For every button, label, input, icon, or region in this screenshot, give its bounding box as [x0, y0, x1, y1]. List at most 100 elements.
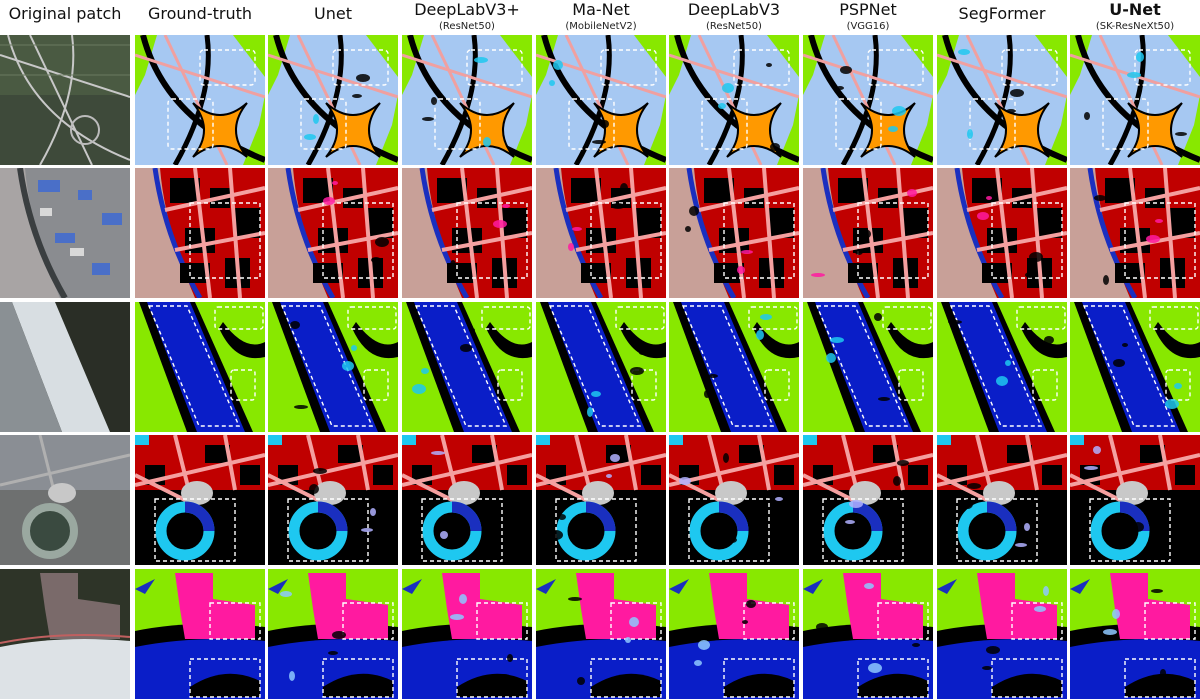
image-cell — [135, 35, 265, 165]
prediction-noise — [474, 57, 488, 63]
image-cell — [402, 168, 532, 298]
prediction-noise — [1005, 360, 1011, 366]
prediction-noise — [1151, 589, 1163, 593]
prediction-noise — [1084, 466, 1098, 470]
image-cell — [268, 568, 398, 700]
prediction-noise — [332, 631, 346, 639]
prediction-noise — [371, 257, 381, 263]
prediction-noise — [440, 531, 448, 539]
prediction-noise — [756, 330, 764, 340]
segmentation-map — [268, 302, 398, 432]
prediction-noise — [1160, 669, 1166, 677]
prediction-noise — [309, 484, 319, 494]
prediction-noise — [289, 671, 295, 681]
prediction-noise — [591, 391, 601, 397]
prediction-noise — [507, 654, 513, 662]
image-cell — [536, 435, 666, 565]
prediction-noise — [313, 468, 327, 474]
prediction-noise — [1015, 543, 1027, 547]
prediction-noise — [1034, 606, 1046, 612]
original-image — [0, 302, 130, 432]
prediction-noise — [483, 137, 491, 147]
image-cell — [268, 35, 398, 165]
image-cell — [1070, 35, 1200, 165]
prediction-noise — [897, 460, 909, 466]
segmentation-map — [402, 302, 532, 432]
prediction-noise — [958, 49, 970, 55]
segmentation-map — [402, 435, 532, 565]
image-cell — [402, 302, 532, 432]
prediction-noise — [1165, 399, 1179, 409]
prediction-noise — [811, 273, 825, 277]
prediction-noise — [1043, 586, 1049, 596]
original-image — [0, 435, 130, 565]
prediction-noise — [855, 249, 863, 255]
prediction-noise — [431, 97, 437, 105]
original-image — [0, 35, 130, 165]
prediction-noise — [1122, 343, 1128, 347]
column-subtitle: (MobileNetV2) — [565, 21, 636, 32]
segmentation-map — [937, 435, 1067, 565]
prediction-noise — [948, 320, 962, 324]
prediction-noise — [766, 63, 772, 67]
prediction-noise — [685, 226, 691, 232]
prediction-noise — [568, 243, 574, 251]
image-cell — [669, 302, 799, 432]
prediction-noise — [459, 594, 467, 604]
segmentation-map — [402, 168, 532, 298]
segmentation-map — [268, 35, 398, 165]
column-subtitle: (ResNet50) — [706, 21, 762, 32]
prediction-noise — [469, 328, 475, 332]
segmentation-map — [402, 35, 532, 165]
image-cell — [0, 302, 130, 432]
segmentation-map — [135, 168, 265, 298]
image-cell — [135, 168, 265, 298]
prediction-noise — [845, 520, 855, 524]
prediction-noise — [986, 646, 1000, 654]
segmentation-map — [402, 568, 532, 700]
prediction-noise — [722, 83, 734, 93]
image-cell — [268, 302, 398, 432]
prediction-noise — [356, 74, 370, 82]
prediction-noise — [826, 353, 836, 363]
column-subtitle: (SK-ResNeXt50) — [1096, 21, 1174, 32]
prediction-noise — [304, 134, 316, 140]
column-title: DeepLabV3+ — [414, 0, 520, 19]
column-title: Unet — [314, 4, 352, 23]
prediction-noise — [1141, 506, 1147, 512]
prediction-noise — [587, 407, 593, 417]
image-cell — [937, 568, 1067, 700]
prediction-noise — [893, 476, 901, 486]
prediction-noise — [1127, 72, 1141, 78]
prediction-noise — [982, 666, 992, 670]
prediction-noise — [606, 474, 612, 478]
image-cell — [536, 568, 666, 700]
segmentation-map — [669, 568, 799, 700]
image-cell — [0, 168, 130, 298]
prediction-noise — [888, 126, 898, 132]
image-cell — [402, 35, 532, 165]
column-subtitle: (ResNet50) — [439, 21, 495, 32]
prediction-noise — [775, 497, 783, 501]
prediction-noise — [431, 451, 445, 455]
column-title: Ground-truth — [148, 4, 252, 23]
segmentation-map — [937, 168, 1067, 298]
image-cell — [1070, 302, 1200, 432]
image-cell — [937, 302, 1067, 432]
prediction-noise — [342, 361, 354, 371]
image-cell — [1070, 168, 1200, 298]
prediction-noise — [694, 660, 702, 666]
image-cell — [402, 435, 532, 565]
segmentation-map — [1070, 168, 1200, 298]
prediction-noise — [620, 183, 628, 193]
prediction-noise — [1103, 275, 1109, 285]
image-cell — [669, 35, 799, 165]
prediction-noise — [1006, 109, 1016, 113]
prediction-noise — [816, 623, 828, 631]
prediction-noise — [1132, 522, 1144, 532]
prediction-noise — [611, 203, 625, 209]
column-title: Original patch — [9, 4, 122, 23]
prediction-noise — [412, 384, 426, 394]
prediction-noise — [549, 80, 555, 86]
